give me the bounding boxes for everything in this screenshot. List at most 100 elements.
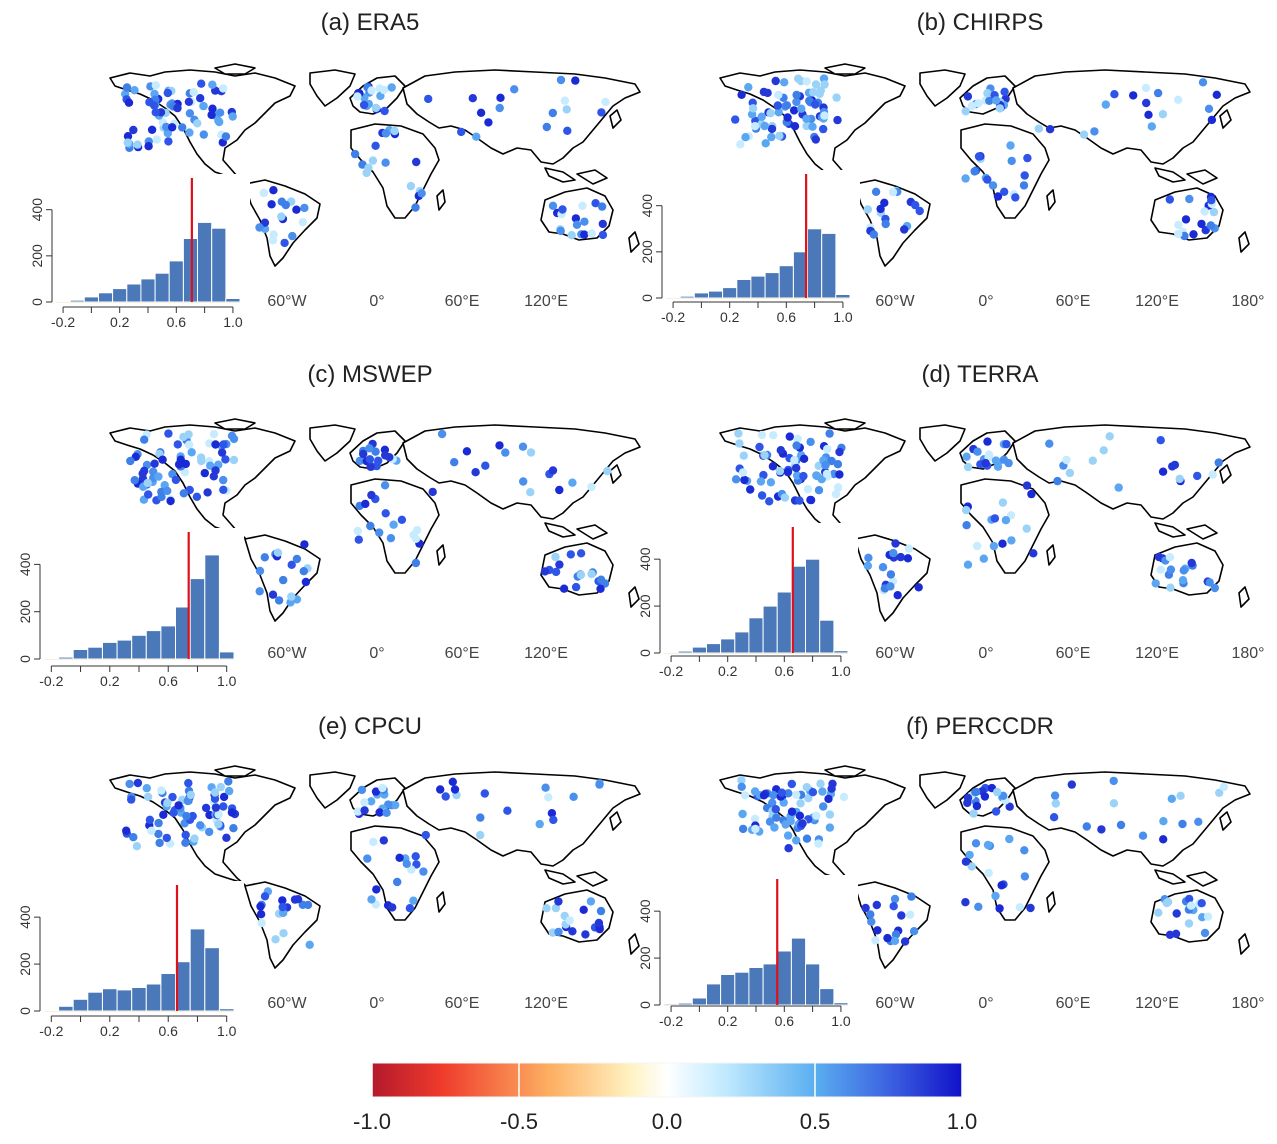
station-dot — [1189, 230, 1198, 239]
station-dot — [596, 906, 606, 916]
station-dot — [476, 108, 486, 118]
y-tick-label: 200 — [29, 244, 45, 268]
station-dot — [867, 917, 876, 926]
station-dot — [1001, 516, 1011, 525]
histogram-bar — [706, 643, 722, 654]
y-tick-label: 200 — [17, 600, 33, 624]
station-dot — [889, 548, 898, 558]
station-dot — [174, 801, 183, 810]
station-dot — [353, 526, 362, 536]
station-dot — [379, 836, 388, 845]
panel-6: (f) PERCCDR 60°W 0° 60°E 120°E 180° -0.2 0.2 0.6… — [637, 713, 1265, 1045]
station-dot — [132, 842, 142, 851]
station-dot — [554, 927, 563, 937]
x-tick-label: 0.6 — [158, 1023, 178, 1039]
station-dot — [189, 88, 198, 97]
station-dot — [1166, 583, 1175, 592]
station-dot — [740, 791, 750, 800]
panels: (a) ERA5 60°W 0° 60°E 120°E -0.2 0.2 0.6 1.0 0 200… — [17, 9, 1265, 1051]
station-dot — [122, 83, 132, 92]
station-dot — [551, 903, 561, 913]
station-dot — [792, 441, 801, 450]
y-axis: 0 200 400 — [17, 905, 41, 1015]
station-dot — [260, 218, 270, 227]
histogram-bar — [189, 928, 206, 1012]
longitude-label: 0° — [369, 995, 384, 1012]
station-dot — [974, 902, 983, 911]
station-dot — [802, 77, 811, 86]
histogram-bar — [204, 554, 220, 660]
station-dot — [260, 553, 269, 562]
station-dot — [164, 137, 173, 146]
station-dot — [1178, 819, 1187, 829]
station-dot — [872, 900, 881, 910]
station-dot — [1022, 481, 1032, 490]
station-dot — [457, 127, 466, 137]
histogram-bar — [679, 295, 695, 299]
station-dot — [802, 834, 812, 843]
station-dot — [1170, 460, 1180, 470]
histogram-bar — [69, 299, 85, 303]
histogram-bar — [819, 988, 835, 1006]
station-dot — [496, 93, 505, 103]
histogram-bar — [197, 221, 213, 303]
station-dot — [424, 94, 433, 104]
station-dot — [208, 80, 217, 89]
station-dot — [869, 230, 878, 239]
histogram-bar — [102, 988, 118, 1012]
station-dot — [450, 785, 460, 794]
station-dot — [1053, 476, 1062, 486]
station-dot — [303, 900, 313, 910]
x-tick-label: -0.2 — [659, 1013, 683, 1029]
station-dot — [587, 482, 596, 492]
station-dot — [222, 833, 231, 842]
station-dot — [571, 214, 581, 223]
x-tick-label: 1.0 — [831, 663, 851, 679]
station-dot — [182, 811, 191, 821]
station-dot — [1129, 91, 1138, 100]
x-tick-label: 0.6 — [777, 309, 797, 325]
station-dot — [1022, 524, 1031, 533]
station-dot — [1174, 220, 1183, 230]
y-tick-label: 0 — [639, 294, 655, 302]
station-dot — [380, 481, 390, 490]
station-dot — [890, 936, 900, 946]
station-dot — [1114, 483, 1123, 492]
station-dot — [375, 808, 384, 817]
x-axis: -0.2 0.2 0.6 1.0 — [51, 306, 243, 330]
panel-2: (b) CHIRPS 60°W 0° 60°E 120°E 180° -0.2 0.2 0.6 1… — [639, 9, 1265, 338]
station-dot — [380, 106, 389, 116]
station-dot — [126, 456, 135, 466]
station-dot — [1197, 219, 1206, 229]
panel-title: (d) TERRA — [922, 361, 1039, 388]
colorbar-tick-label: -0.5 — [500, 1109, 538, 1134]
station-dot — [173, 103, 182, 113]
station-dot — [260, 892, 270, 901]
station-dot — [1109, 776, 1118, 786]
station-dot — [219, 792, 229, 802]
histogram-bar — [131, 987, 147, 1012]
station-dot — [372, 885, 381, 894]
station-dot — [367, 490, 376, 500]
station-dot — [386, 534, 396, 543]
station-dot — [219, 440, 228, 449]
station-dot — [833, 483, 843, 492]
y-axis: 0 200 400 — [17, 552, 41, 663]
histogram-bar — [665, 296, 681, 299]
station-dot — [556, 75, 566, 85]
station-dot — [210, 788, 220, 797]
station-dot — [963, 462, 973, 472]
station-dot — [804, 794, 813, 803]
histogram-bar — [833, 1002, 849, 1006]
station-dot — [1105, 432, 1114, 441]
station-dot — [199, 130, 208, 139]
station-dot — [197, 79, 206, 88]
histogram-bar — [218, 1008, 235, 1012]
station-dot — [481, 461, 490, 470]
station-dot — [738, 809, 747, 819]
station-dot — [179, 432, 188, 442]
panel-title: (b) CHIRPS — [917, 9, 1044, 36]
histogram-bar — [55, 300, 71, 303]
station-dot — [1007, 536, 1016, 545]
station-dot — [1099, 446, 1108, 455]
